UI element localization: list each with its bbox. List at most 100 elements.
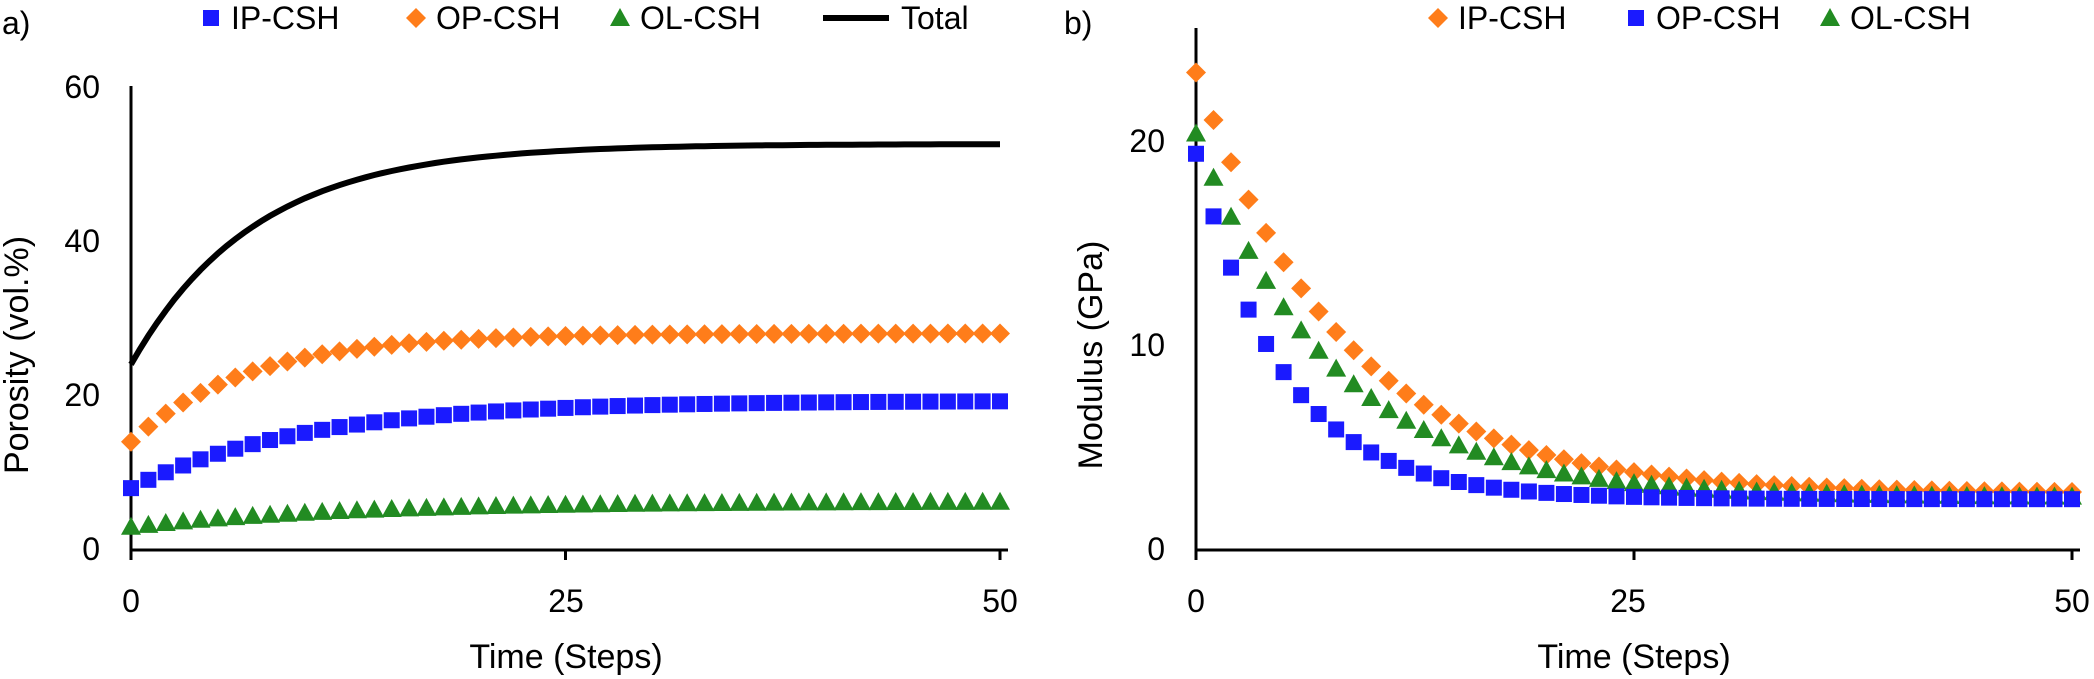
panel-b-ip-csh-point-25 bbox=[1626, 488, 1642, 505]
panel-a-op-csh-point-20 bbox=[468, 328, 489, 349]
panel-a-ip-csh-point-21 bbox=[487, 403, 504, 420]
panel-a-op-csh-point-43 bbox=[868, 323, 889, 344]
panel-a-ip-csh-point-11 bbox=[314, 421, 331, 438]
panel-a-op-csh-point-32 bbox=[677, 324, 698, 345]
panel-a-op-csh-point-35 bbox=[729, 324, 750, 345]
panel-a-op-csh-point-46 bbox=[920, 323, 941, 344]
panel-b-ol-csh-point-9 bbox=[1343, 374, 1364, 393]
panel-b-ytick-2: 20 bbox=[1129, 123, 1165, 159]
panel-b-ol-csh-point-3 bbox=[1238, 240, 1259, 259]
panel-a-ol-csh-point-41 bbox=[833, 492, 854, 511]
panel-b-ol-csh-point-1 bbox=[1203, 167, 1224, 186]
panel-b-chart: b) 0 10 20 0 25 50 Time (Steps) Modulus … bbox=[1064, 0, 2090, 676]
panel-a-ip-csh-point-18 bbox=[435, 407, 452, 424]
panel-a-op-csh-point-5 bbox=[207, 374, 228, 395]
panel-a-op-csh-point-21 bbox=[485, 328, 506, 349]
panel-a-ol-csh-point-0 bbox=[121, 516, 141, 535]
panel-a-total-line bbox=[128, 141, 1000, 366]
panel-b-ol-csh-point-25 bbox=[1624, 473, 1644, 492]
panel-b-ol-csh-point-12 bbox=[1396, 410, 1417, 429]
panel-a-ip-csh-point-12 bbox=[331, 419, 348, 436]
panel-b-op-csh-point-19 bbox=[1518, 440, 1539, 461]
panel-a-ol-csh-point-6 bbox=[225, 507, 246, 526]
panel-b-ip-csh-point-46 bbox=[1993, 491, 2010, 508]
panel-b-legend-item-ol-csh: OL-CSH bbox=[1820, 0, 1971, 36]
panel-a-ol-csh-point-43 bbox=[868, 492, 889, 511]
panel-a-ip-csh-point-43 bbox=[870, 393, 887, 410]
panel-a-op-csh-point-27 bbox=[590, 325, 611, 346]
panel-b-ol-csh-point-14 bbox=[1431, 428, 1452, 447]
panel-b-ip-csh-point-4 bbox=[1258, 335, 1275, 352]
panel-a-op-csh-point-36 bbox=[746, 323, 767, 344]
panel-a-legend-label-total: Total bbox=[901, 0, 969, 36]
panel-b-op-csh-point-22 bbox=[1571, 453, 1592, 474]
panel-b-ip-csh-point-41 bbox=[1906, 491, 1923, 508]
panel-a-ol-csh-point-17 bbox=[416, 497, 437, 516]
panel-a-ol-csh-point-25 bbox=[555, 494, 576, 513]
panel-a-op-csh-point-23 bbox=[520, 326, 541, 347]
panel-a-ip-csh-point-40 bbox=[818, 394, 835, 411]
panel-b-series-op-csh bbox=[1186, 62, 2082, 503]
panel-a-op-csh-point-14 bbox=[364, 336, 385, 357]
panel-a-ol-csh-point-27 bbox=[590, 494, 611, 513]
panel-a-ip-csh-point-5 bbox=[209, 445, 226, 462]
panel-b-ip-csh-point-12 bbox=[1398, 459, 1415, 476]
panel-a-ip-csh-point-30 bbox=[644, 397, 661, 414]
panel-a-ip-csh-point-24 bbox=[540, 400, 557, 417]
panel-b-ol-csh-point-26 bbox=[1641, 474, 1662, 493]
panel-a-ol-csh-point-45 bbox=[903, 491, 924, 510]
panel-a-ol-csh-point-38 bbox=[781, 492, 802, 511]
panel-a-ol-csh-point-20 bbox=[468, 496, 489, 515]
panel-a-op-csh-point-34 bbox=[711, 324, 732, 345]
panel-b-legend-label-op-csh: OP-CSH bbox=[1656, 0, 1780, 36]
panel-b-ol-csh-point-11 bbox=[1378, 400, 1399, 419]
panel-a-ol-csh-point-37 bbox=[764, 492, 785, 511]
panel-a-legend-item-ip-csh: IP-CSH bbox=[203, 0, 339, 36]
panel-a-ip-csh-point-32 bbox=[679, 396, 696, 413]
panel-b-op-csh-point-9 bbox=[1343, 340, 1364, 361]
panel-a-ip-csh-point-39 bbox=[800, 394, 817, 411]
panel-a-ip-csh-point-37 bbox=[766, 394, 783, 411]
panel-a-op-csh-point-12 bbox=[329, 341, 350, 362]
panel-a-ol-csh-point-22 bbox=[503, 495, 524, 514]
panel-b-ip-csh-point-26 bbox=[1643, 489, 1660, 506]
panel-a-ip-csh-point-14 bbox=[366, 414, 383, 431]
panel-b-op-csh-point-23 bbox=[1588, 456, 1609, 477]
panel-a-op-csh-point-29 bbox=[625, 324, 646, 345]
panel-b-op-csh-point-1 bbox=[1203, 110, 1224, 131]
panel-b-ip-csh-point-7 bbox=[1310, 406, 1327, 423]
panel-a-op-csh-point-22 bbox=[503, 327, 524, 348]
panel-b-ol-csh-point-22 bbox=[1571, 466, 1592, 485]
panel-a-legend-swatch-ip-csh bbox=[203, 10, 219, 26]
panel-a-ip-csh-point-15 bbox=[383, 412, 400, 429]
panel-a-op-csh-point-9 bbox=[277, 351, 298, 372]
panel-b-legend-item-op-csh: OP-CSH bbox=[1628, 0, 1780, 36]
panel-a-op-csh-point-33 bbox=[694, 324, 715, 345]
panel-b-ip-csh-point-44 bbox=[1958, 491, 1975, 508]
panel-b-op-csh-point-13 bbox=[1413, 394, 1434, 415]
panel-a-ip-csh-point-26 bbox=[574, 399, 591, 416]
panel-a-ol-csh-point-36 bbox=[746, 492, 767, 511]
panel-b-legend-swatch-ol-csh bbox=[1820, 8, 1840, 26]
panel-b-ip-csh-point-39 bbox=[1871, 491, 1888, 508]
panel-a-op-csh-point-25 bbox=[555, 326, 576, 347]
panel-b-ip-csh-point-47 bbox=[2011, 491, 2028, 508]
panel-a-ol-csh-point-39 bbox=[798, 492, 819, 511]
panel-b-ip-csh-point-34 bbox=[1783, 490, 1800, 507]
panel-a-series-op-csh bbox=[121, 323, 1010, 452]
panel-a-op-csh-point-0 bbox=[121, 431, 141, 452]
panel-a-ol-csh-point-8 bbox=[260, 504, 281, 523]
panel-a-legend-label-ip-csh: IP-CSH bbox=[231, 0, 339, 36]
panel-a-ip-csh-point-41 bbox=[835, 394, 852, 411]
panel-b-ip-csh-point-30 bbox=[1713, 490, 1730, 507]
panel-a-op-csh-point-41 bbox=[833, 323, 854, 344]
panel-a-op-csh-point-28 bbox=[607, 325, 628, 346]
panel-b-ip-csh-point-10 bbox=[1363, 444, 1380, 461]
panel-b-ip-csh-point-49 bbox=[2046, 491, 2063, 508]
panel-b-ip-csh-point-35 bbox=[1801, 490, 1818, 507]
panel-a-ytick-2: 40 bbox=[64, 223, 100, 259]
panel-a-ol-csh-point-42 bbox=[850, 492, 871, 511]
panel-b-ip-csh-point-32 bbox=[1748, 490, 1765, 507]
panel-a-op-csh-point-18 bbox=[433, 330, 454, 351]
